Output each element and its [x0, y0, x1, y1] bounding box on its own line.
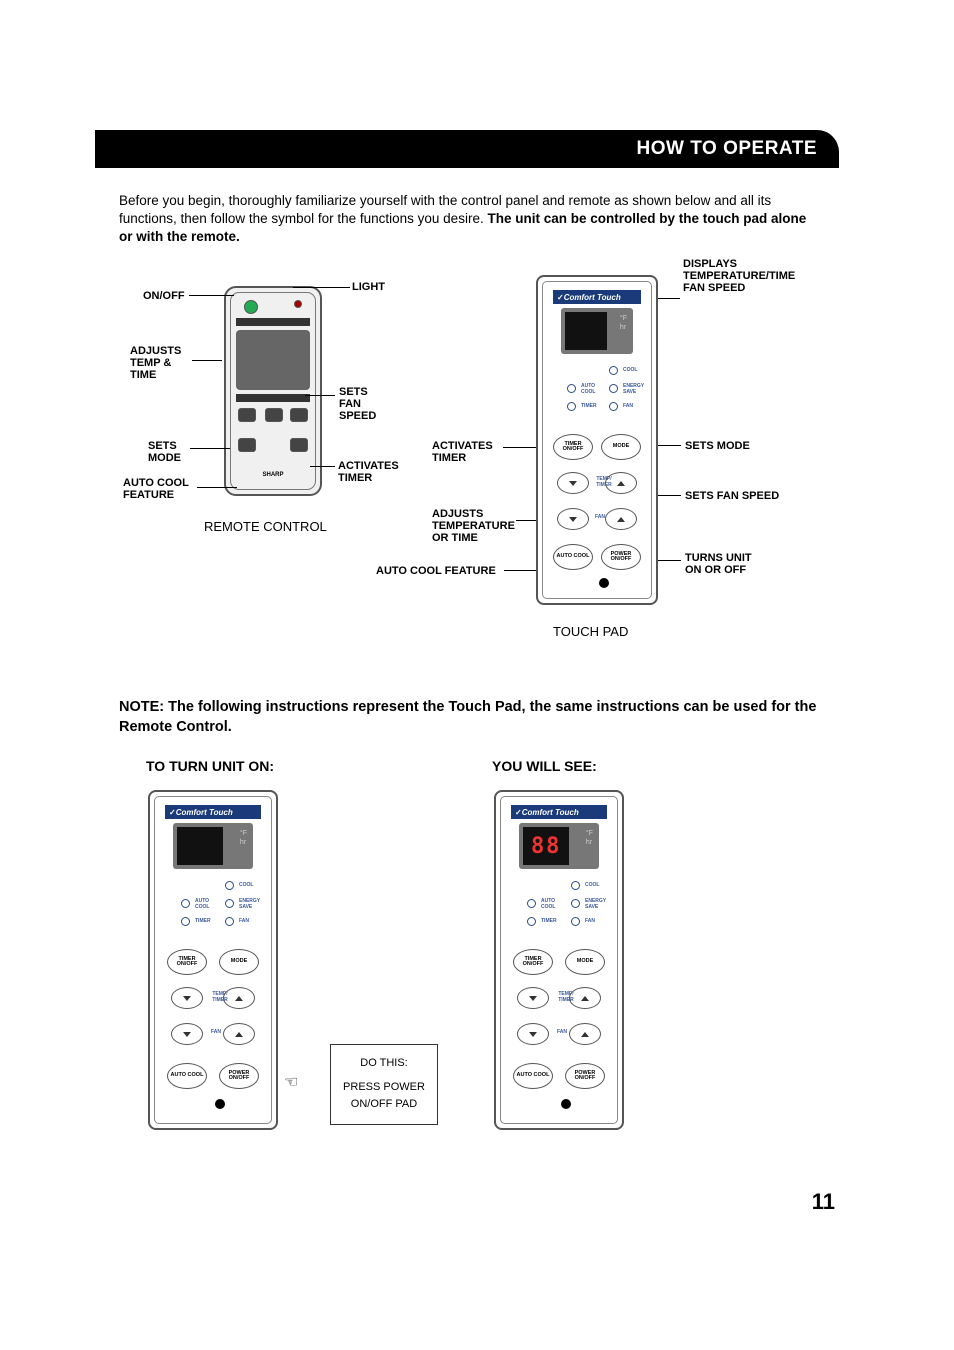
btn-power: POWER ON/OFF — [219, 1063, 259, 1089]
btn-temp-up — [223, 987, 255, 1009]
leader — [305, 395, 335, 396]
ir-sensor — [599, 578, 609, 588]
leader — [190, 448, 230, 449]
remote-btn-dry — [290, 408, 308, 422]
btn-temp-down — [171, 987, 203, 1009]
label-onoff: ON/OFF — [143, 290, 185, 302]
btn-timer: TIMER ON/OFF — [167, 949, 207, 975]
tp-buttons: TIMER ON/OFF MODE TEMP/ TIMER FAN AUTO C… — [509, 943, 609, 1115]
label-tp-mode: SETS MODE — [685, 440, 750, 452]
btn-fan-up — [569, 1023, 601, 1045]
remote-strip1 — [236, 318, 310, 326]
remote-light-led — [294, 300, 302, 308]
remote-caption: REMOTE CONTROL — [204, 520, 327, 534]
tp-leds: COOL AUTO COOL ENERGY SAVE TIMER FAN — [553, 362, 641, 422]
btn-mode: MODE — [601, 434, 641, 460]
remote-brand: SHARP — [236, 472, 310, 478]
leader — [293, 287, 350, 288]
label-tp-timer: ACTIVATES TIMER — [432, 440, 502, 464]
touchpad-caption: TOUCH PAD — [553, 625, 628, 639]
remote-btn-timer — [290, 438, 308, 452]
btn-temp-up — [605, 472, 637, 494]
ir-sensor — [215, 1099, 225, 1109]
btn-timer: TIMER ON/OFF — [513, 949, 553, 975]
label-tp-turns: TURNS UNIT ON OR OFF — [685, 552, 765, 576]
tp-brand: ✓ Comfort Touch — [553, 290, 641, 304]
leader — [310, 466, 335, 467]
tp-buttons: TIMER ON/OFF MODE TEMP/ TIMER FAN AUTO C… — [163, 943, 263, 1115]
btn-temp-up — [569, 987, 601, 1009]
label-tp-adjusts: ADJUSTS TEMPERATURE OR TIME — [432, 508, 522, 544]
section-see: YOU WILL SEE: — [492, 758, 597, 774]
tp-brand: ✓ Comfort Touch — [511, 805, 607, 819]
tp-display: °Fhr — [561, 308, 633, 354]
tp-brand: ✓ Comfort Touch — [165, 805, 261, 819]
leader — [197, 487, 237, 488]
label-light: LIGHT — [352, 281, 385, 293]
led-fan — [609, 402, 618, 411]
remote-btn-fan — [265, 408, 283, 422]
btn-auto: AUTO COOL — [513, 1063, 553, 1089]
btn-fan-down — [557, 508, 589, 530]
header-title: HOW TO OPERATE — [637, 138, 817, 160]
label-autocool: AUTO COOL FEATURE — [123, 477, 203, 501]
leader — [192, 360, 222, 361]
btn-power: POWER ON/OFF — [601, 544, 641, 570]
page-number: 11 — [812, 1189, 835, 1215]
btn-power: POWER ON/OFF — [565, 1063, 605, 1089]
label-displays: DISPLAYS TEMPERATURE/TIME FAN SPEED — [683, 258, 813, 294]
tp-display: °Fhr — [173, 823, 253, 869]
label-tp-fan: SETS FAN SPEED — [685, 490, 779, 502]
remote-btn-cool — [238, 408, 256, 422]
btn-fan-down — [171, 1023, 203, 1045]
label-acttimer: ACTIVATES TIMER — [338, 460, 408, 484]
btn-fan-up — [605, 508, 637, 530]
led-autocool — [567, 384, 576, 393]
remote-dpad — [236, 330, 310, 390]
label-setsfan: SETS FAN SPEED — [339, 386, 389, 422]
remote-btn-auto — [238, 438, 256, 452]
remote-control: SHARP — [224, 286, 322, 496]
label-adjusts: ADJUSTS TEMP & TIME — [130, 345, 190, 381]
led-cool — [609, 366, 618, 375]
note-text: NOTE: The following instructions represe… — [119, 697, 819, 738]
page-header: HOW TO OPERATE — [95, 130, 839, 168]
btn-temp-down — [517, 987, 549, 1009]
label-setsmode: SETS MODE — [148, 440, 198, 464]
touchpad-left: ✓ Comfort Touch °Fhr COOL AUTO COOL ENER… — [148, 790, 278, 1130]
remote-strip2 — [236, 394, 310, 402]
leader — [189, 295, 234, 296]
tp-display: 88 °Fhr — [519, 823, 599, 869]
led-energy — [609, 384, 618, 393]
intro-text: Before you begin, thoroughly familiarize… — [119, 192, 819, 247]
tp-leds: COOL AUTO COOL ENERGY SAVE TIMER FAN — [165, 877, 261, 937]
touchpad-right: ✓ Comfort Touch 88 °Fhr COOL AUTO COOL E… — [494, 790, 624, 1130]
tp-leds: COOL AUTO COOL ENERGY SAVE TIMER FAN — [511, 877, 607, 937]
section-turnon: TO TURN UNIT ON: — [146, 758, 274, 774]
do-this-box: DO THIS: PRESS POWER ON/OFF PAD — [330, 1044, 438, 1125]
btn-mode: MODE — [565, 949, 605, 975]
btn-timer: TIMER ON/OFF — [553, 434, 593, 460]
btn-fan-up — [223, 1023, 255, 1045]
remote-power-btn — [244, 300, 258, 314]
btn-auto: AUTO COOL — [167, 1063, 207, 1089]
label-tp-autocool: AUTO COOL FEATURE — [376, 565, 496, 577]
btn-mode: MODE — [219, 949, 259, 975]
btn-fan-down — [517, 1023, 549, 1045]
ir-sensor — [561, 1099, 571, 1109]
btn-auto: AUTO COOL — [553, 544, 593, 570]
btn-temp-down — [557, 472, 589, 494]
led-timer — [567, 402, 576, 411]
touchpad-top: ✓ Comfort Touch °Fhr COOL AUTO COOL ENER… — [536, 275, 658, 605]
hand-pointer-icon: ☜ — [284, 1072, 298, 1092]
tp-buttons: TIMER ON/OFF MODE TEMP/ TIMER FAN AUTO C… — [551, 428, 643, 590]
